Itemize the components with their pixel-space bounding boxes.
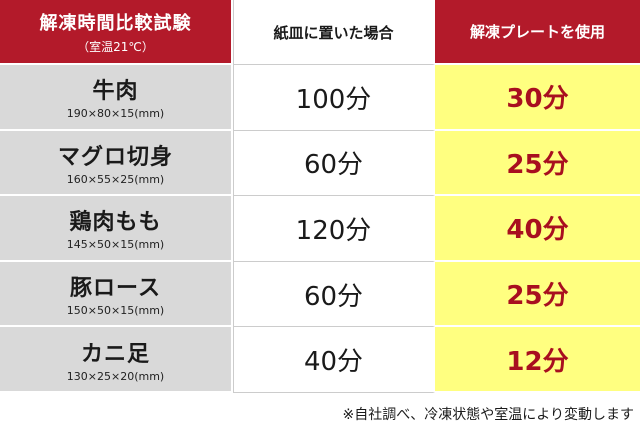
footnote: ※自社調べ、冷凍状態や室温により変動します [342,407,634,423]
paper-time: 60分 [233,130,435,197]
item-name: 豚ロース [70,276,161,302]
comparison-table: 解凍時間比較試験 （室温21℃） 紙皿に置いた場合 解凍プレートを使用 牛肉 1… [0,0,640,393]
paper-time: 40分 [233,327,435,393]
paper-time: 100分 [233,65,435,131]
table-title-cell: 解凍時間比較試験 （室温21℃） [0,0,233,65]
item-name: カニ足 [80,341,150,367]
row-label: カニ足 130×25×20(mm) [0,327,233,393]
row-label: 鶏肉もも 145×50×15(mm) [0,196,233,262]
column-header-paper: 紙皿に置いた場合 [233,0,435,65]
table-subtitle: （室温21℃） [77,39,154,54]
paper-time: 60分 [233,261,435,328]
item-size: 150×50×15(mm) [66,304,165,318]
item-size: 145×50×15(mm) [66,238,165,252]
item-size: 130×25×20(mm) [66,369,165,383]
table-title: 解凍時間比較試験 [39,12,192,34]
item-name: マグロ切身 [57,144,173,170]
row-label: マグロ切身 160×55×25(mm) [0,130,233,197]
plate-time: 25分 [435,130,640,197]
paper-time: 120分 [233,196,435,262]
column-header-plate: 解凍プレートを使用 [435,0,640,65]
item-name: 鶏肉もも [69,210,162,236]
item-name: 牛肉 [92,79,139,105]
plate-time: 12分 [435,327,640,393]
plate-time: 25分 [435,261,640,328]
row-label: 牛肉 190×80×15(mm) [0,65,233,131]
plate-time: 40分 [435,196,640,262]
item-size: 160×55×25(mm) [66,172,165,186]
item-size: 190×80×15(mm) [66,107,165,121]
plate-time: 30分 [435,65,640,131]
row-label: 豚ロース 150×50×15(mm) [0,261,233,328]
